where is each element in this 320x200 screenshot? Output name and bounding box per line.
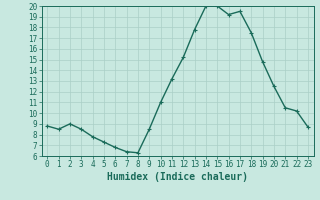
X-axis label: Humidex (Indice chaleur): Humidex (Indice chaleur) <box>107 172 248 182</box>
